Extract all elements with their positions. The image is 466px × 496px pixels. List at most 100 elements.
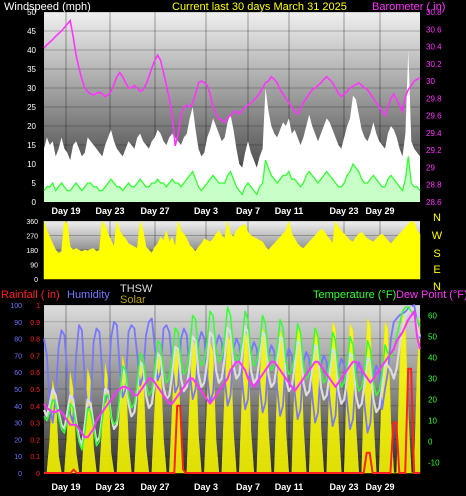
barometer-tick-label: 29.6: [426, 112, 442, 121]
humidity-tick-label: 40: [14, 404, 22, 411]
barometer-tick-label: 29.8: [426, 94, 442, 103]
wind-chart-x-ticks: Day 19 Day 23 Day 27 Day 3 Day 7 Day 11 Day 23…: [51, 206, 394, 216]
humidity-line: [43, 304, 421, 434]
humidity-tick-label: 100: [10, 303, 22, 310]
legend-solar: Solar: [120, 294, 146, 306]
x-tick-label: Day 29: [365, 482, 394, 492]
x-tick-label: Day 23: [329, 206, 358, 216]
compass-label: S: [433, 248, 440, 260]
x-tick-label: Day 7: [236, 482, 260, 492]
temperature-tick-label: 40: [428, 354, 437, 363]
rainfall-in-line: [44, 367, 420, 474]
temperature-f-line: [43, 306, 421, 451]
wind-tick-label: 35: [27, 65, 36, 74]
barometer-tick-label: 29.4: [426, 129, 442, 138]
rain-tick-label: 0.9: [30, 320, 40, 327]
temp-chart-series: [43, 304, 422, 474]
temperature-tick-label: 50: [428, 333, 437, 342]
barometer-tick-label: 28.8: [426, 181, 442, 190]
wind-tick-label: 40: [27, 46, 36, 55]
wind-tick-label: 20: [27, 122, 36, 131]
rain-tick-label: 0.4: [30, 404, 40, 411]
barometer-tick-label: 30.2: [426, 60, 442, 69]
direction-tick-label: 0: [34, 277, 38, 284]
rain-tick-label: 0.6: [30, 370, 40, 377]
wind-tick-label: 50: [27, 8, 36, 17]
windspeed-axis-title: Windspeed (mph): [4, 1, 91, 13]
direction-area: [43, 220, 421, 280]
barometer-axis-title: Barometer ( in): [372, 1, 445, 13]
x-tick-label: Day 29: [365, 206, 394, 216]
direction-tick-label: 90: [30, 263, 38, 270]
wind-tick-label: 25: [27, 103, 36, 112]
barometer-tick-label: 28.6: [426, 198, 442, 207]
wind-tick-label: 15: [27, 141, 36, 150]
humidity-tick-label: 0: [18, 471, 22, 478]
solar-area: [44, 315, 421, 474]
temp-chart-x-ticks: Day 19 Day 23 Day 27 Day 3 Day 7 Day 11 Day 23…: [51, 482, 394, 492]
x-tick-label: Day 7: [236, 206, 260, 216]
x-tick-label: Day 23: [329, 482, 358, 492]
x-tick-label: Day 27: [140, 482, 169, 492]
humidity-tick-label: 30: [14, 421, 22, 428]
temperature-tick-label: -10: [428, 459, 440, 468]
humidity-tick-label: 90: [14, 320, 22, 327]
wind-tick-label: 45: [27, 27, 36, 36]
direction-tick-label: 270: [26, 234, 38, 241]
humidity-tick-label: 60: [14, 370, 22, 377]
x-tick-label: Day 3: [194, 206, 218, 216]
legend-humidity: Humidity: [67, 289, 110, 301]
x-tick-label: Day 3: [194, 482, 218, 492]
rain-tick-label: 0.2: [30, 437, 40, 444]
chart-title: Current last 30 days March 31 2025: [172, 1, 347, 13]
wind-tick-label: 0: [32, 198, 37, 207]
temperature-axis-ticks: -10 0 10 20 30 40 50 60: [428, 312, 440, 468]
wind-tick-label: 10: [27, 160, 36, 169]
temperature-tick-label: 60: [428, 312, 437, 321]
humidity-axis-ticks: 0 10 20 30 40 50 60 70 80 90 100: [10, 303, 22, 478]
x-tick-label: Day 23: [95, 206, 124, 216]
x-tick-label: Day 27: [140, 206, 169, 216]
direction-tick-label: 180: [26, 248, 38, 255]
legend-rainfall: Rainfall ( in): [1, 289, 60, 301]
rain-axis-ticks: 0 0.1 0.2 0.3 0.4 0.5 0.6 0.7 0.8 0.9 1: [30, 303, 40, 478]
legend-thsw: THSW: [120, 283, 153, 295]
legend-temperature: Temperature (°F): [313, 289, 396, 301]
barometer-tick-label: 29: [426, 163, 435, 172]
compass-label: N: [433, 212, 441, 224]
compass-label: E: [433, 264, 440, 276]
barometer-axis-ticks: 28.6 28.8 29 29.2 29.4 29.6 29.8 30 30.2 30.4 30.6…: [426, 8, 442, 207]
temperature-tick-label: 0: [428, 438, 433, 447]
barometer-tick-label: 30.4: [426, 43, 442, 52]
gust-area: [44, 50, 420, 202]
average-wind-area: [44, 156, 420, 202]
dew-point-f-line: [43, 310, 421, 439]
rain-tick-label: 0.8: [30, 337, 40, 344]
rain-tick-label: 1: [36, 303, 40, 310]
x-tick-label: Day 23: [95, 482, 124, 492]
rain-tick-label: 0.7: [30, 353, 40, 360]
wind-chart-series: [43, 18, 421, 202]
humidity-tick-label: 10: [14, 454, 22, 461]
barometer-tick-label: 29.2: [426, 146, 442, 155]
barometer-tick-label: 30: [426, 77, 435, 86]
rain-tick-label: 0.3: [30, 421, 40, 428]
temperature-tick-label: 20: [428, 396, 437, 405]
direction-axis-ticks: 0 90 180 270 360: [26, 219, 38, 284]
temperature-tick-label: 30: [428, 375, 437, 384]
x-tick-label: Day 19: [51, 206, 80, 216]
rain-tick-label: 0.1: [30, 454, 40, 461]
legend-dew-point: Dew Point (°F): [396, 289, 466, 301]
barometer-tick-label: 30.8: [426, 8, 442, 17]
humidity-tick-label: 20: [14, 437, 22, 444]
average-wind-line: [43, 156, 421, 196]
compass-label: W: [432, 230, 443, 242]
direction-series: [43, 220, 421, 280]
wind-axis-ticks: 0 5 10 15 20 25 30 35 40 45 50: [27, 8, 36, 207]
compass-label: N: [433, 281, 441, 293]
x-tick-label: Day 11: [275, 206, 304, 216]
x-tick-label: Day 19: [51, 482, 80, 492]
rain-tick-label: 0: [36, 471, 40, 478]
direction-tick-label: 360: [26, 219, 38, 226]
